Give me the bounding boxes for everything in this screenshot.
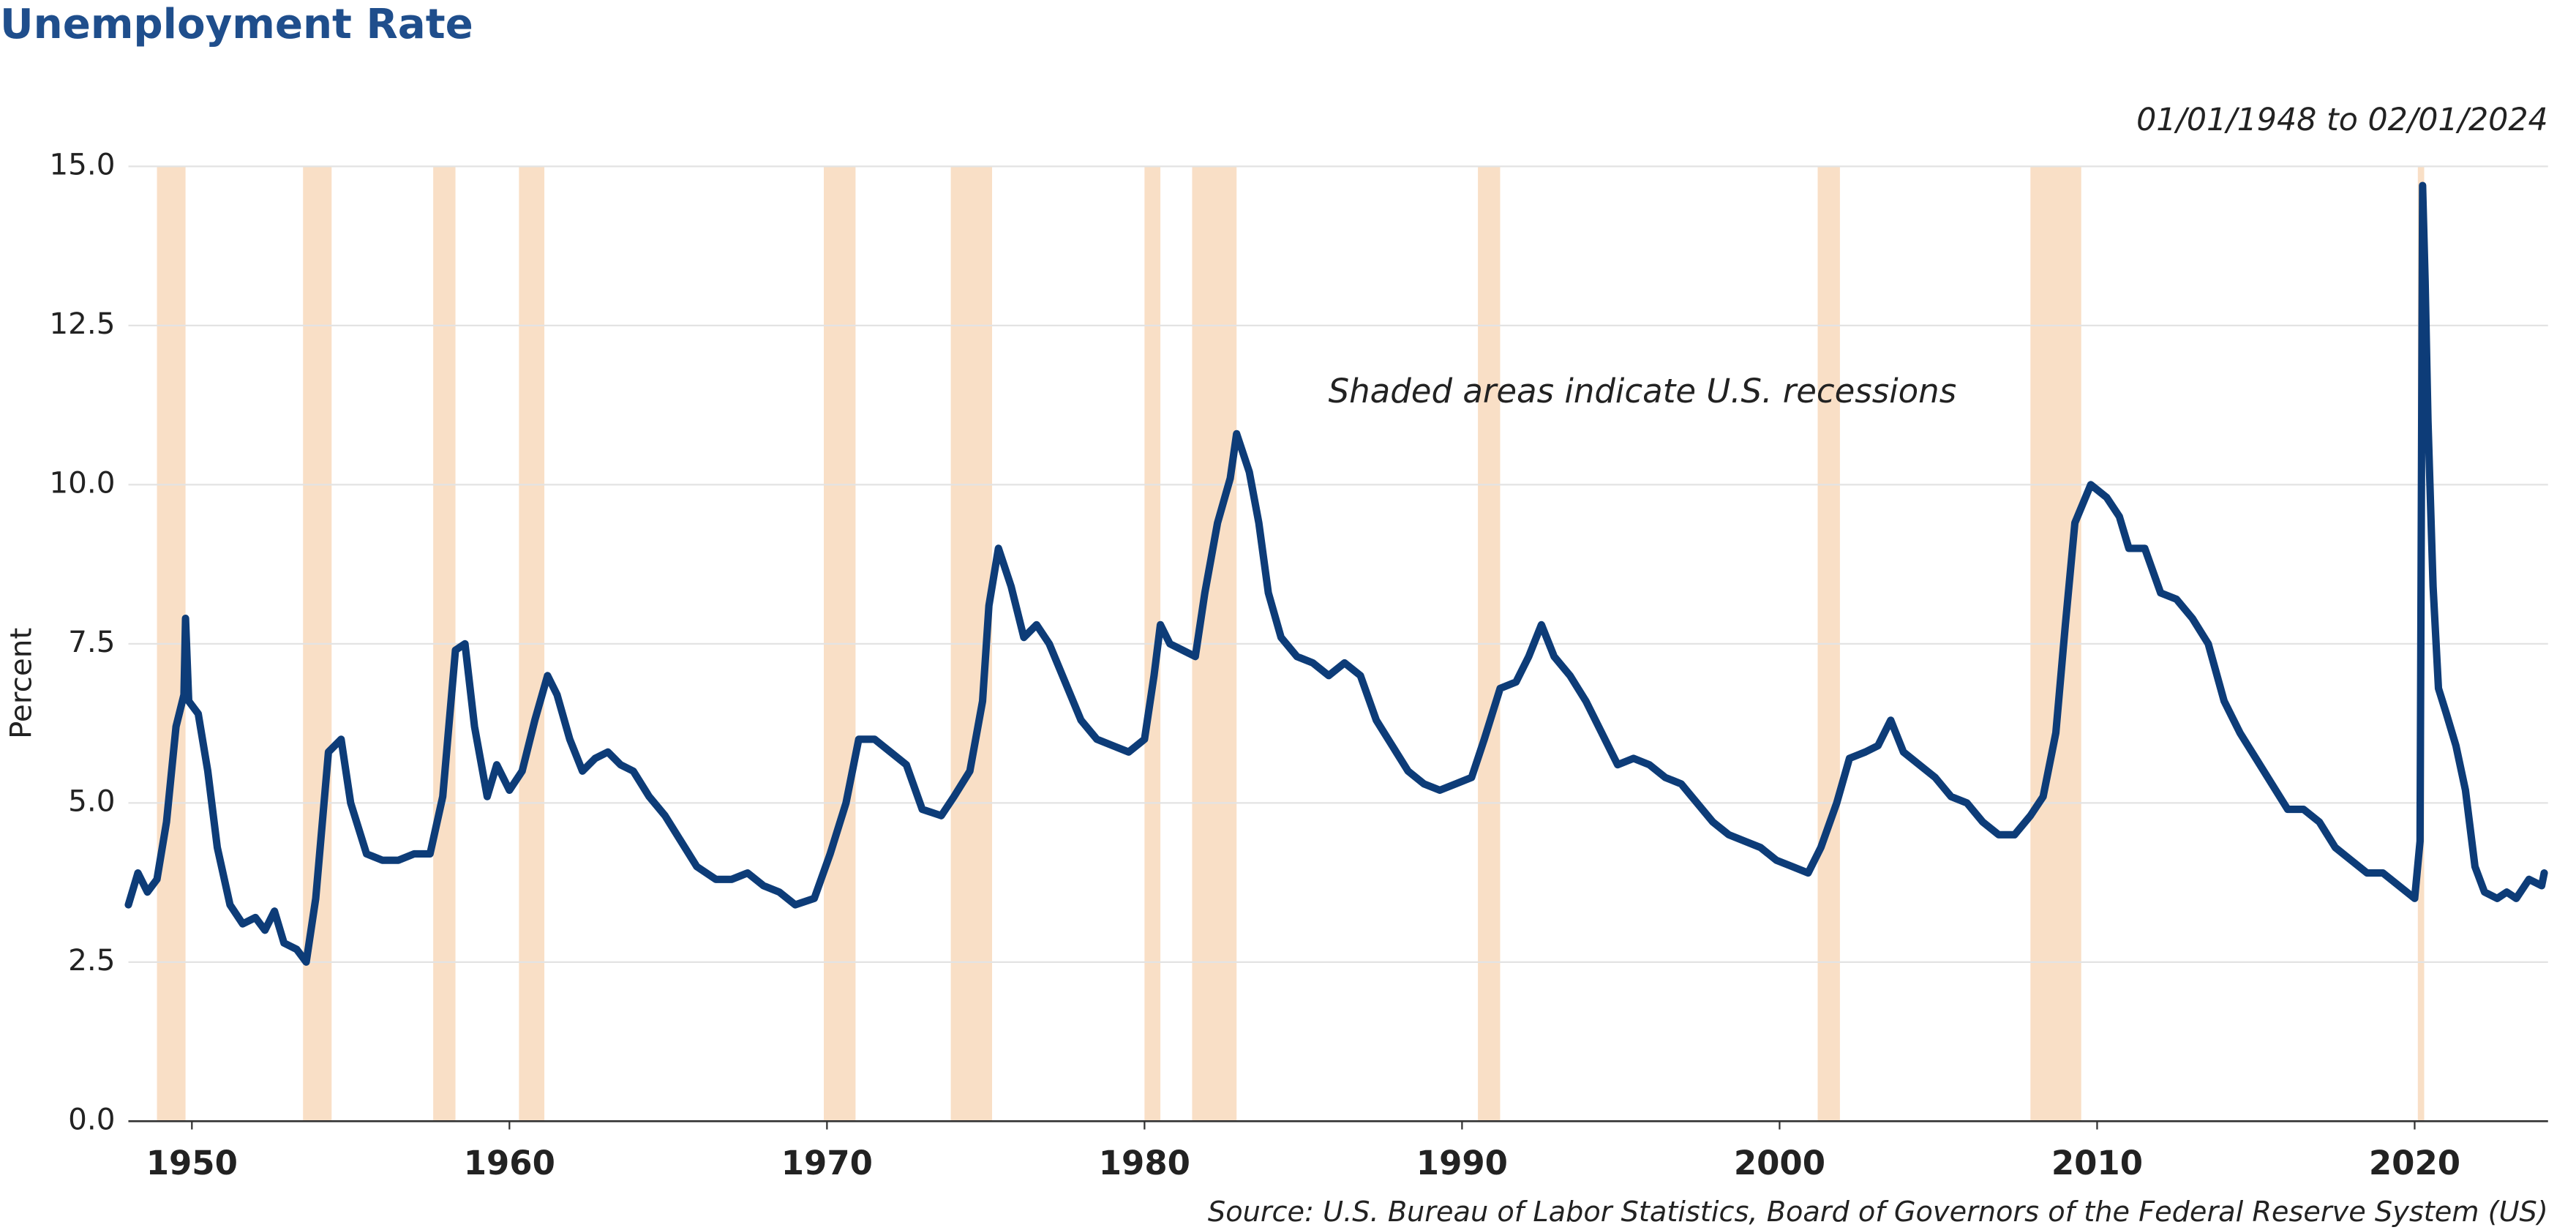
- source: Source: U.S. Bureau of Labor Statistics,…: [1208, 1196, 2548, 1229]
- y-tick-label: 5.0: [68, 783, 115, 818]
- y-tick-label: 10.0: [49, 465, 115, 500]
- x-tick-label: 1970: [781, 1144, 873, 1182]
- x-tick-label: 1980: [1099, 1144, 1190, 1182]
- x-tick-label: 2000: [1734, 1144, 1825, 1182]
- data-line: [124, 181, 2548, 966]
- y-tick-label: 15.0: [49, 146, 115, 181]
- x-tick-label: 1950: [146, 1144, 238, 1182]
- y-tick-label: 12.5: [49, 306, 115, 341]
- date-range: 01/01/1948 to 02/01/2024: [2136, 102, 2548, 138]
- x-tick-label: 2020: [2369, 1144, 2460, 1182]
- x-tick-label: 1990: [1416, 1144, 1508, 1182]
- y-axis-label: Percent: [3, 628, 38, 739]
- grid: [128, 165, 2548, 1122]
- x-tick-label: 1960: [464, 1144, 555, 1182]
- y-tick-label: 0.0: [68, 1101, 115, 1136]
- y-tick-label: 2.5: [68, 942, 115, 978]
- annotation: Shaded areas indicate U.S. recessions: [1329, 372, 1957, 410]
- x-tick-label: 2010: [2051, 1144, 2143, 1182]
- chart-title: Unemployment Rate: [0, 1, 473, 48]
- y-tick-label: 7.5: [68, 624, 115, 659]
